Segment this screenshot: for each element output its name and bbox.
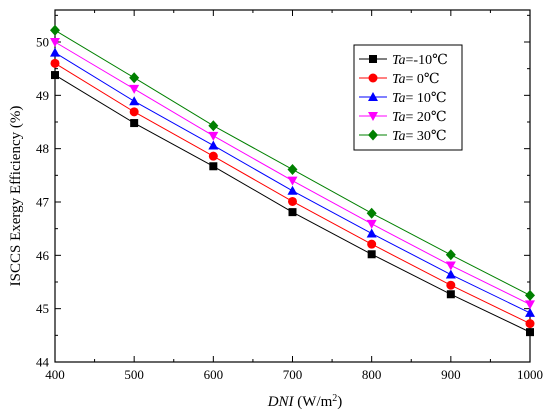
data-point bbox=[525, 307, 535, 317]
legend-label: Ta= 10℃ bbox=[392, 91, 447, 106]
data-point bbox=[446, 280, 456, 290]
x-axis-title-italic: DNI bbox=[267, 394, 295, 410]
legend-label-prefix: Ta bbox=[392, 91, 406, 106]
series-3 bbox=[50, 38, 535, 310]
data-point bbox=[50, 58, 60, 68]
y-axis-title: ISCCS Exergy Efficiency (%) bbox=[8, 106, 24, 287]
data-point bbox=[129, 72, 140, 84]
legend-label-value: = 0℃ bbox=[406, 72, 440, 87]
legend-marker bbox=[368, 73, 378, 83]
legend-label-value: =-10℃ bbox=[406, 53, 448, 68]
legend-label-value: = 30℃ bbox=[406, 129, 447, 144]
legend-item: Ta= 10℃ bbox=[359, 91, 447, 106]
legend-label-prefix: Ta bbox=[392, 72, 406, 87]
y-tick-label: 44 bbox=[36, 355, 50, 370]
series-layer bbox=[50, 24, 535, 337]
x-tick-label: 500 bbox=[124, 367, 144, 382]
legend-marker bbox=[368, 112, 378, 121]
legend-label: Ta=-10℃ bbox=[392, 53, 448, 68]
y-tick-label: 47 bbox=[36, 195, 50, 210]
data-point bbox=[287, 163, 298, 175]
data-point bbox=[208, 120, 219, 132]
data-point bbox=[525, 300, 535, 310]
data-point bbox=[288, 196, 297, 206]
data-point bbox=[366, 207, 377, 219]
data-point bbox=[445, 269, 456, 279]
y-tick-label: 49 bbox=[36, 88, 49, 103]
x-tick-label: 1000 bbox=[517, 367, 543, 382]
axes: 400 500 600 700 800 900 1000 44 45 46 47 48 49 50 bbox=[36, 9, 543, 382]
series-4 bbox=[50, 24, 535, 301]
data-point bbox=[525, 289, 535, 301]
data-point bbox=[50, 24, 60, 36]
data-point bbox=[526, 328, 534, 337]
data-point bbox=[525, 319, 535, 329]
legend-label-value: = 20℃ bbox=[406, 110, 447, 125]
data-point bbox=[50, 38, 60, 47]
legend-item: Ta=-10℃ bbox=[359, 53, 448, 68]
data-point bbox=[208, 151, 218, 161]
data-point bbox=[208, 140, 219, 150]
x-axis-title-close: ) bbox=[337, 394, 342, 410]
series-2 bbox=[50, 47, 535, 317]
data-point bbox=[446, 290, 455, 299]
x-axis-title: DNI (W/m2) bbox=[267, 393, 343, 411]
data-point bbox=[130, 119, 139, 128]
legend-marker bbox=[368, 92, 378, 101]
x-axis-title-unit: (W/m bbox=[294, 394, 333, 410]
x-tick-label: 400 bbox=[45, 367, 65, 382]
series-1 bbox=[50, 58, 535, 329]
y-tick-label: 45 bbox=[36, 301, 49, 316]
legend-marker bbox=[368, 129, 378, 141]
data-point bbox=[129, 96, 140, 106]
legend-label: Ta= 20℃ bbox=[392, 110, 447, 125]
data-point bbox=[129, 107, 139, 117]
legend-label-prefix: Ta bbox=[392, 53, 406, 68]
x-axis-title-sup: 2 bbox=[332, 393, 337, 404]
y-tick-label: 50 bbox=[36, 35, 49, 50]
legend-label: Ta= 0℃ bbox=[392, 72, 440, 87]
legend: Ta=-10℃Ta= 0℃Ta= 10℃Ta= 20℃Ta= 30℃ bbox=[353, 44, 463, 151]
data-point bbox=[445, 261, 456, 271]
legend-label: Ta= 30℃ bbox=[392, 129, 447, 144]
legend-marker bbox=[369, 55, 377, 63]
data-point bbox=[129, 84, 140, 94]
data-point bbox=[208, 131, 219, 141]
legend-item: Ta= 20℃ bbox=[359, 110, 447, 125]
x-tick-label: 900 bbox=[441, 367, 461, 382]
x-tick-label: 700 bbox=[283, 367, 303, 382]
x-tick-label: 800 bbox=[362, 367, 382, 382]
data-point bbox=[287, 185, 298, 195]
data-point bbox=[367, 250, 376, 259]
data-point bbox=[51, 71, 59, 80]
y-tick-label: 48 bbox=[36, 141, 49, 156]
data-point bbox=[50, 47, 60, 57]
data-point bbox=[445, 249, 456, 261]
data-point bbox=[209, 162, 218, 171]
y-tick-label: 46 bbox=[36, 248, 50, 263]
legend-label-prefix: Ta bbox=[392, 110, 406, 125]
data-point bbox=[288, 208, 297, 217]
legend-label-prefix: Ta bbox=[392, 129, 406, 144]
data-point bbox=[367, 239, 377, 249]
data-point bbox=[366, 219, 377, 229]
series-0 bbox=[51, 71, 534, 337]
legend-item: Ta= 0℃ bbox=[359, 72, 440, 87]
x-tick-label: 600 bbox=[204, 367, 224, 382]
data-point bbox=[366, 228, 377, 238]
legend-label-value: = 10℃ bbox=[406, 91, 447, 106]
legend-item: Ta= 30℃ bbox=[359, 129, 447, 144]
data-point bbox=[287, 176, 298, 186]
